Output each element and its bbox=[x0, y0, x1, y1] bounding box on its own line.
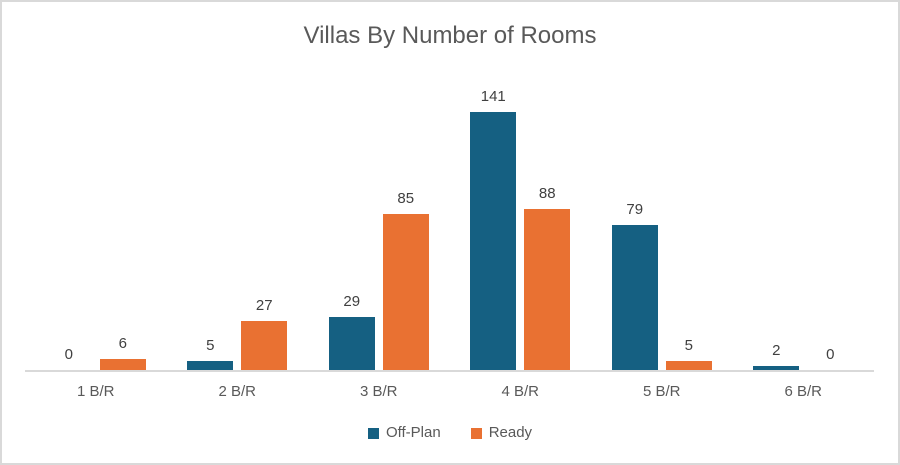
bar-off-plan bbox=[753, 366, 800, 370]
bar-ready bbox=[99, 359, 146, 370]
bar-wrap-off-plan: 5 bbox=[187, 337, 234, 370]
bar-wrap-off-plan: 0 bbox=[46, 346, 92, 370]
data-label-ready: 88 bbox=[538, 185, 556, 202]
x-axis-label: 6 B/R bbox=[784, 383, 822, 400]
legend-item-off-plan: Off-Plan bbox=[367, 424, 441, 442]
bar-wrap-off-plan: 29 bbox=[328, 293, 375, 370]
data-label-ready: 0 bbox=[826, 346, 835, 363]
bar-off-plan bbox=[611, 225, 658, 370]
data-label-off-plan: 0 bbox=[64, 346, 73, 363]
data-label-off-plan: 29 bbox=[343, 293, 361, 310]
legend-label-ready: Ready bbox=[488, 424, 533, 441]
x-axis: 1 B/R 2 B/R 3 B/R 4 B/R 5 B/R 6 B/R bbox=[25, 383, 874, 401]
bar-wrap-ready: 0 bbox=[807, 346, 853, 370]
data-label-ready: 85 bbox=[397, 190, 415, 207]
data-label-ready: 5 bbox=[684, 337, 693, 354]
x-axis-label: 2 B/R bbox=[218, 383, 256, 400]
bar-wrap-ready: 5 bbox=[665, 337, 712, 370]
x-axis-label: 4 B/R bbox=[501, 383, 539, 400]
x-axis-label: 1 B/R bbox=[76, 383, 115, 400]
bar-off-plan bbox=[470, 112, 517, 370]
bar-group-2-b-r: 5 27 bbox=[167, 72, 309, 370]
bar-group-4-b-r: 141 88 bbox=[450, 72, 592, 370]
legend-swatch-off-plan bbox=[367, 427, 379, 439]
bar-wrap-off-plan: 79 bbox=[611, 201, 658, 370]
data-label-off-plan: 79 bbox=[626, 201, 644, 218]
bar-ready bbox=[524, 209, 571, 370]
bar-off-plan bbox=[187, 361, 234, 370]
bar-ready bbox=[241, 321, 288, 370]
x-axis-label: 3 B/R bbox=[359, 383, 398, 400]
plot-area: 0 6 5 27 29 85 141 88 79 5 2 0 bbox=[25, 72, 874, 372]
bar-wrap-ready: 88 bbox=[524, 185, 571, 370]
legend: Off-Plan Ready bbox=[2, 424, 898, 442]
data-label-off-plan: 141 bbox=[480, 88, 506, 105]
bar-wrap-ready: 85 bbox=[382, 190, 429, 370]
bar-ready bbox=[665, 361, 712, 370]
x-axis-label: 5 B/R bbox=[642, 383, 681, 400]
data-label-off-plan: 5 bbox=[206, 337, 215, 354]
bar-wrap-ready: 27 bbox=[241, 297, 288, 370]
bar-wrap-off-plan: 141 bbox=[470, 88, 517, 370]
legend-item-ready: Ready bbox=[470, 424, 533, 442]
bar-wrap-off-plan: 2 bbox=[753, 342, 800, 370]
chart-title: Villas By Number of Rooms bbox=[303, 22, 597, 49]
data-label-ready: 6 bbox=[118, 335, 127, 352]
data-label-ready: 27 bbox=[255, 297, 273, 314]
bar-off-plan bbox=[328, 317, 375, 370]
legend-swatch-ready bbox=[470, 427, 482, 439]
bar-wrap-ready: 6 bbox=[99, 335, 146, 370]
bar-group-3-b-r: 29 85 bbox=[308, 72, 450, 370]
legend-label-off-plan: Off-Plan bbox=[385, 424, 441, 441]
data-label-off-plan: 2 bbox=[772, 342, 781, 359]
bar-group-5-b-r: 79 5 bbox=[591, 72, 733, 370]
bar-ready bbox=[382, 214, 429, 370]
